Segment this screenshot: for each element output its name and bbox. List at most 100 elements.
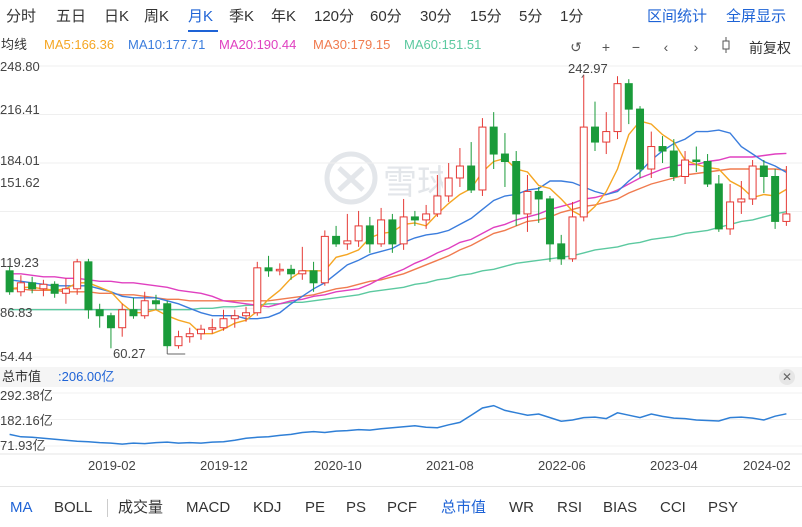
tab-period-120min[interactable]: 120分 [314, 8, 355, 25]
indicator-bar [0, 486, 802, 527]
date-tick: 2022-06 [538, 458, 586, 473]
indicator-bias[interactable]: BIAS [603, 499, 638, 516]
indicator-pe[interactable]: PE [305, 499, 326, 516]
market-cap-tick: 292.38亿 [0, 388, 53, 403]
candle-icon[interactable] [716, 37, 736, 57]
candle-body [163, 303, 172, 347]
candle-body [726, 201, 735, 230]
date-tick: 2021-08 [426, 458, 474, 473]
ma60-line [9, 211, 787, 311]
tab-period-60min[interactable]: 60分 [370, 8, 402, 25]
candle-body [332, 235, 341, 245]
scroll-right-icon[interactable]: › [693, 39, 699, 55]
candle-body [771, 175, 780, 222]
sub-chart-header [0, 367, 802, 387]
candle-body [737, 198, 746, 203]
undo-icon[interactable]: ↺ [570, 39, 582, 55]
date-tick: 2019-12 [200, 458, 248, 473]
candle-body [28, 282, 37, 290]
candle-body [579, 126, 588, 218]
tab-period-5day[interactable]: 五日 [56, 8, 87, 25]
candle-body [500, 153, 509, 163]
candle-body [759, 165, 768, 177]
date-tick: 2020-10 [314, 458, 362, 473]
candle-body [782, 213, 791, 222]
candle-body [320, 235, 329, 284]
candle-body [512, 161, 521, 215]
date-tick: 2023-04 [650, 458, 698, 473]
candle-body [489, 126, 498, 155]
price-tick: 151.62 [0, 175, 40, 190]
tab-period-fenshi[interactable]: 分时 [6, 8, 37, 25]
candle-body [624, 83, 633, 110]
ma-legend-prefix: 均线 [1, 37, 28, 52]
sub-chart-title: 总市值 [2, 369, 42, 384]
kline-chart[interactable] [0, 0, 802, 480]
candle-body [39, 283, 48, 290]
price-gridlines [0, 65, 802, 358]
indicator-wr[interactable]: WR [509, 499, 534, 516]
candle-body [50, 283, 59, 294]
candle-body [84, 261, 93, 311]
candle-body [399, 216, 408, 245]
candle-body [95, 309, 104, 317]
tab-period-daily[interactable]: 日K [104, 8, 130, 25]
tab-period-weekly[interactable]: 周K [144, 8, 170, 25]
ma5-label: MA5:166.36 [44, 37, 115, 52]
tab-period-yearly[interactable]: 年K [271, 8, 297, 25]
adjust-mode-label[interactable]: 前复权 [749, 40, 791, 56]
ma30-line [9, 168, 787, 302]
candle-body [242, 312, 251, 317]
candle-body [230, 315, 239, 320]
candle-body [140, 300, 149, 317]
close-icon[interactable]: ✕ [779, 369, 795, 385]
tab-period-30min[interactable]: 30分 [420, 8, 452, 25]
candle-body [410, 216, 419, 221]
candle-body [174, 336, 183, 347]
candle-body [703, 161, 712, 185]
candle-body [602, 131, 611, 143]
indicator-volume[interactable]: 成交量 [118, 499, 164, 516]
tab-period-monthly[interactable]: 月K [188, 8, 214, 25]
candle-body [377, 219, 386, 245]
fullscreen-link[interactable]: 全屏显示 [726, 8, 787, 25]
tab-period-5min[interactable]: 5分 [519, 8, 543, 25]
scroll-left-icon[interactable]: ‹ [663, 39, 669, 55]
tab-period-15min[interactable]: 15分 [470, 8, 502, 25]
ma10-label: MA10:177.71 [128, 37, 206, 52]
interval-stats-link[interactable]: 区间统计 [647, 8, 708, 25]
candle-body [61, 288, 70, 294]
indicator-boll[interactable]: BOLL [54, 499, 93, 516]
indicator-pcf[interactable]: PCF [387, 499, 417, 516]
tab-period-1min[interactable]: 1分 [560, 8, 584, 25]
high-annotation: 242.97 [568, 61, 608, 76]
ma20-line [9, 152, 787, 308]
candle-body [287, 268, 296, 275]
indicator-ma[interactable]: MA [10, 499, 33, 516]
market-cap-tick: 182.16亿 [0, 413, 53, 428]
indicator-kdj[interactable]: KDJ [253, 499, 282, 516]
indicator-market-cap[interactable]: 总市值 [441, 499, 487, 516]
candle-body [298, 270, 307, 275]
candle-body [208, 327, 217, 330]
indicator-cci[interactable]: CCI [660, 499, 686, 516]
candle-body [16, 282, 25, 293]
candle-body [591, 126, 599, 143]
indicator-macd[interactable]: MACD [186, 499, 231, 516]
zoom-in-icon[interactable]: + [601, 39, 611, 55]
candle-body [636, 108, 645, 170]
candle-body [545, 198, 554, 245]
candle-body [185, 333, 194, 338]
candle-body [658, 146, 667, 152]
candle-body [478, 126, 487, 191]
candle-body [692, 159, 701, 163]
indicator-psy[interactable]: PSY [708, 499, 739, 516]
zoom-out-icon[interactable]: − [631, 39, 641, 55]
tab-period-quarterly[interactable]: 季K [229, 8, 255, 25]
candle-body [365, 225, 374, 245]
indicator-rsi[interactable]: RSI [557, 499, 583, 516]
indicator-ps[interactable]: PS [346, 499, 367, 516]
candle-body [534, 190, 543, 200]
candle-body [151, 300, 160, 305]
candle-body [444, 177, 453, 197]
